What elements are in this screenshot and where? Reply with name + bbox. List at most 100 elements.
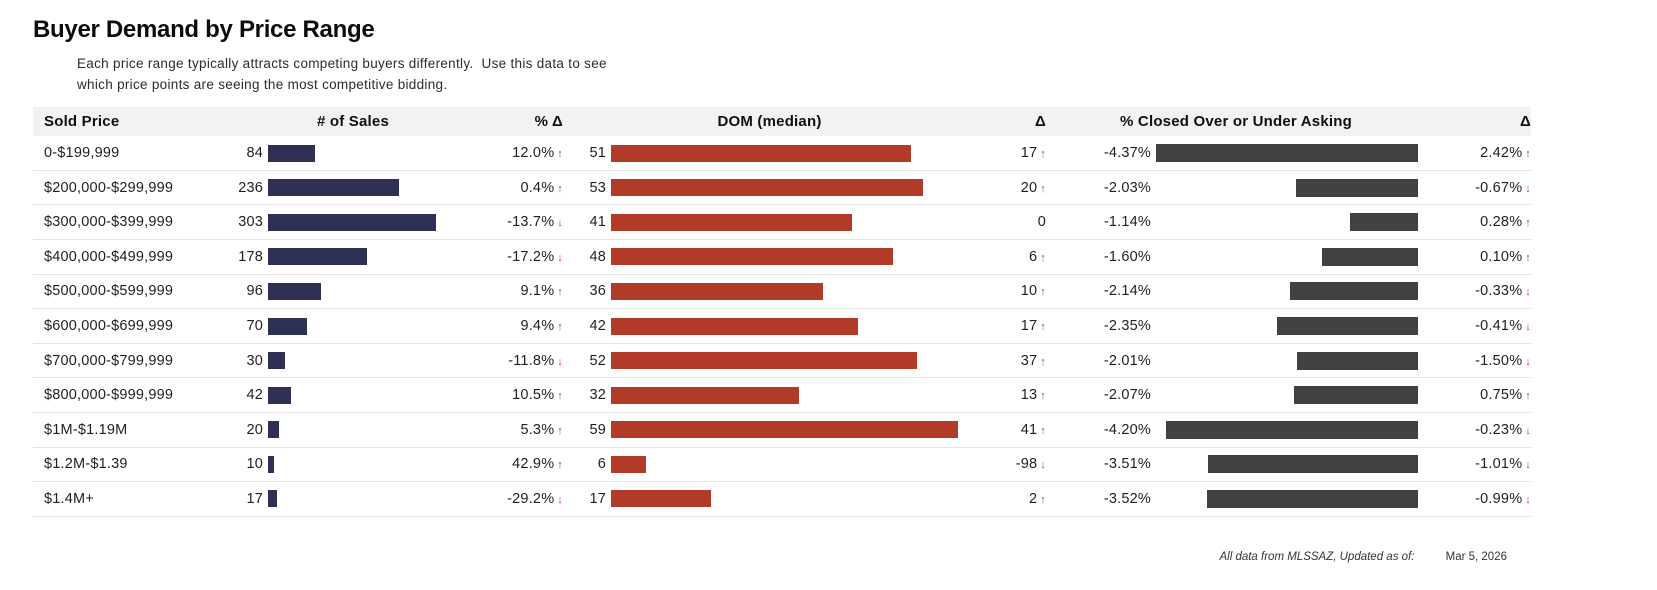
footer: All data from MLSSAZ, Updated as of: Mar… [1219, 551, 1507, 563]
col-header-num-sales: # of Sales [316, 113, 390, 131]
sales-bar-track [268, 205, 478, 239]
col-header-dom-median: DOM (median) [717, 113, 822, 131]
closed-pct-value: -3.51% [1103, 456, 1151, 473]
dom-delta-cell: 17 ↑ [1020, 318, 1046, 335]
sales-bar [268, 213, 436, 231]
closed-bar [1297, 351, 1418, 370]
closed-bar-track [1156, 136, 1426, 170]
sales-pct-delta-cell: 10.5% ↑ [512, 387, 563, 404]
sold-price-cell: $1.4M+ [44, 490, 94, 507]
dom-value: 36 [589, 283, 606, 300]
sales-count: 303 [238, 214, 263, 231]
dom-bar-track [611, 309, 976, 343]
closed-bar [1290, 282, 1418, 301]
trend-up-arrow-icon: ↑ [557, 182, 563, 195]
sales-count: 30 [246, 352, 263, 369]
sales-pct-delta-cell: 9.1% ↑ [520, 283, 563, 300]
closed-bar [1207, 489, 1418, 508]
dom-bar [611, 455, 646, 473]
dom-bar [611, 352, 917, 370]
dom-value: 17 [589, 490, 606, 507]
trend-up-arrow-icon: ↑ [1040, 251, 1046, 264]
sales-bar [268, 248, 367, 266]
closed-delta-cell: -1.01% ↓ [1475, 456, 1531, 473]
trend-up-arrow-icon: ↑ [1040, 286, 1046, 299]
sales-bar-track [268, 378, 478, 412]
sales-count: 236 [238, 179, 263, 196]
page-title: Buyer Demand by Price Range [33, 16, 1657, 44]
dom-bar-track [611, 136, 976, 170]
subtitle-line1: Each price range typically attracts comp… [77, 55, 607, 71]
trend-up-arrow-icon: ↑ [1040, 493, 1046, 506]
sales-bar-track [268, 275, 478, 309]
closed-bar-track [1156, 309, 1426, 343]
dom-bar [611, 317, 858, 335]
closed-bar-track [1156, 448, 1426, 482]
table-row: $400,000-$499,999 178 -17.2% ↓ 48 6 ↑ -1.6… [33, 240, 1531, 275]
table-row: $500,000-$599,999 96 9.1% ↑ 36 10 ↑ -2.14%… [33, 275, 1531, 310]
sold-price-cell: 0-$199,999 [44, 145, 120, 162]
closed-pct-value: -2.01% [1103, 352, 1151, 369]
sales-pct-delta-cell: -29.2% ↓ [507, 490, 563, 507]
trend-up-arrow-icon: ↑ [1040, 355, 1046, 368]
trend-up-arrow-icon: ↑ [1040, 424, 1046, 437]
table-body: 0-$199,999 84 12.0% ↑ 51 17 ↑ -4.37% 2.42%… [33, 136, 1531, 517]
sales-pct-delta-cell: 42.9% ↑ [512, 456, 563, 473]
dom-bar [611, 421, 958, 439]
table-header-row: Sold Price # of Sales % Δ DOM (median) Δ… [33, 107, 1531, 137]
sales-bar-track [268, 482, 478, 516]
trend-up-arrow-icon: ↑ [557, 459, 563, 472]
dom-value: 53 [589, 179, 606, 196]
page-title-rest: by Price Range [198, 16, 375, 43]
sold-price-cell: $600,000-$699,999 [44, 318, 174, 335]
closed-pct-value: -1.14% [1103, 214, 1151, 231]
dom-value: 59 [589, 421, 606, 438]
trend-down-arrow-icon: ↓ [1525, 424, 1531, 437]
sales-bar [268, 490, 277, 508]
closed-delta-cell: 2.42% ↑ [1480, 145, 1531, 162]
table-row: $1M-$1.19M 20 5.3% ↑ 59 41 ↑ -4.20% -0.23%… [33, 413, 1531, 448]
closed-delta-cell: 0.28% ↑ [1480, 214, 1531, 231]
sold-price-cell: $200,000-$299,999 [44, 179, 174, 196]
footer-updated-date: Mar 5, 2026 [1445, 551, 1507, 563]
sales-bar-track [268, 413, 478, 447]
table-row: $600,000-$699,999 70 9.4% ↑ 42 17 ↑ -2.35%… [33, 309, 1531, 344]
closed-bar [1322, 247, 1418, 266]
closed-delta-cell: -0.33% ↓ [1475, 283, 1531, 300]
dom-bar-track [611, 344, 976, 378]
dom-bar-track [611, 275, 976, 309]
trend-up-arrow-icon: ↑ [1525, 217, 1531, 230]
table-row: 0-$199,999 84 12.0% ↑ 51 17 ↑ -4.37% 2.42%… [33, 136, 1531, 171]
closed-bar [1350, 213, 1418, 232]
dom-delta-cell: 17 ↑ [1020, 145, 1046, 162]
dom-delta-cell: 37 ↑ [1020, 352, 1046, 369]
closed-delta-cell: -0.23% ↓ [1475, 421, 1531, 438]
trend-up-arrow-icon: ↑ [1040, 321, 1046, 334]
sales-bar [268, 421, 279, 439]
dom-bar [611, 490, 711, 508]
trend-down-arrow-icon: ↓ [1525, 286, 1531, 299]
closed-bar-track [1156, 482, 1426, 516]
sales-bar-track [268, 309, 478, 343]
closed-pct-value: -2.35% [1103, 318, 1151, 335]
sales-count: 10 [246, 456, 263, 473]
closed-pct-value: -2.03% [1103, 179, 1151, 196]
dom-bar-track [611, 482, 976, 516]
sales-count: 17 [246, 490, 263, 507]
sales-count: 42 [246, 387, 263, 404]
dom-delta-cell: 2 ↑ [1029, 490, 1046, 507]
sales-pct-delta-cell: -13.7% ↓ [507, 214, 563, 231]
dom-delta-cell: 0 [1037, 214, 1046, 231]
sales-bar [268, 144, 315, 162]
table-row: $1.4M+ 17 -29.2% ↓ 17 2 ↑ -3.52% -0.99% ↓ [33, 482, 1531, 517]
trend-up-arrow-icon: ↑ [1525, 251, 1531, 264]
closed-pct-value: -4.20% [1103, 421, 1151, 438]
trend-up-arrow-icon: ↑ [1525, 390, 1531, 403]
dom-bar-track [611, 448, 976, 482]
closed-bar-track [1156, 378, 1426, 412]
sales-bar-track [268, 171, 478, 205]
dom-value: 6 [597, 456, 606, 473]
closed-pct-value: -1.60% [1103, 248, 1151, 265]
dom-value: 42 [589, 318, 606, 335]
trend-down-arrow-icon: ↓ [557, 251, 563, 264]
